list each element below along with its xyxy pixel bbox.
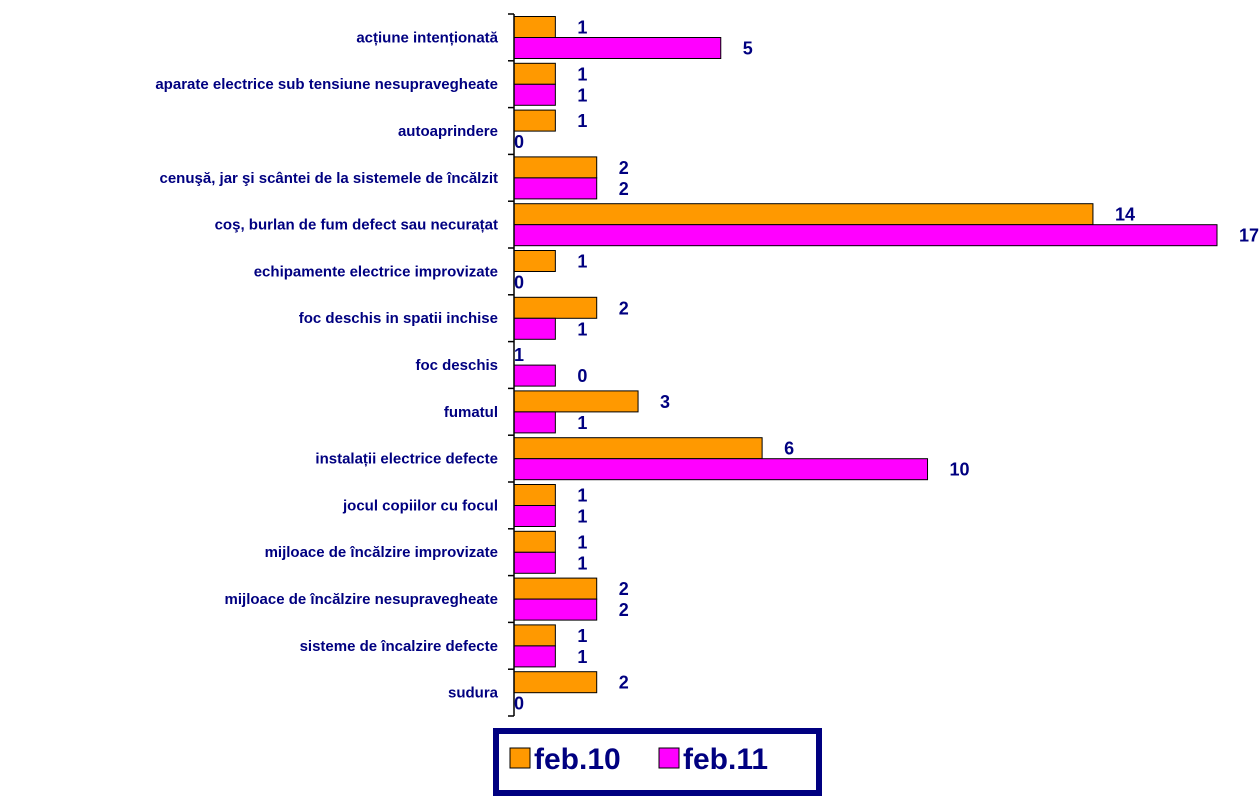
value-label: 1	[577, 252, 587, 272]
category-label: aparate electrice sub tensiune nesuprave…	[155, 76, 498, 93]
bar-feb10	[513, 250, 556, 272]
value-label: 2	[619, 158, 629, 178]
bar-feb11	[513, 551, 556, 574]
category-label: foc deschis in spatii inchise	[299, 310, 498, 327]
category-label: coş, burlan de fum defect sau necurațat	[215, 217, 498, 234]
axis-ticks	[508, 13, 514, 717]
value-label: 2	[619, 579, 629, 599]
value-label: 1	[577, 626, 587, 646]
value-label: 0	[514, 273, 524, 293]
bar-feb11	[513, 83, 556, 106]
value-label: 14	[1115, 205, 1135, 225]
category-label: mijloace de încălzire nesupravegheate	[225, 591, 498, 608]
value-label: 5	[743, 39, 753, 59]
category-labels: acțiune intenționată aparate electrice su…	[155, 29, 498, 701]
bar-feb10	[513, 156, 598, 179]
bar-feb11	[513, 317, 556, 340]
bar-feb10	[513, 484, 556, 506]
bar-feb11	[513, 598, 598, 621]
category-label: foc deschis	[415, 357, 498, 374]
bar-feb11	[513, 505, 556, 527]
value-label: 1	[577, 18, 587, 38]
bar-feb10	[513, 577, 598, 600]
legend-box	[493, 728, 822, 796]
bar-feb11	[513, 458, 929, 481]
value-label: 0	[577, 366, 587, 386]
bar-feb11	[513, 411, 556, 434]
value-label: 1	[577, 507, 587, 527]
bar-feb11	[513, 224, 1218, 247]
bar-feb10	[513, 624, 556, 647]
legend-swatch-feb11	[658, 747, 680, 769]
value-label: 2	[619, 179, 629, 199]
category-label: mijloace de încălzire improvizate	[265, 544, 498, 561]
value-label: 0	[514, 132, 524, 152]
legend-swatch-feb10	[509, 747, 531, 769]
bar-feb10	[513, 437, 763, 460]
category-label: acțiune intenționată	[356, 29, 498, 46]
value-label: 2	[619, 298, 629, 318]
category-label: sudura	[448, 685, 499, 702]
value-label: 0	[514, 694, 524, 714]
value-label: 1	[577, 85, 587, 105]
bar-feb11	[513, 177, 598, 200]
bar-feb11	[513, 645, 556, 668]
bar-feb10	[513, 203, 1094, 226]
value-label: 10	[950, 460, 970, 480]
bar-feb10	[513, 62, 556, 85]
bar-feb10	[513, 671, 598, 694]
value-label: 1	[577, 553, 587, 573]
value-label: 1	[577, 486, 587, 506]
value-label: 1	[514, 345, 524, 365]
value-label: 1	[577, 111, 587, 131]
bar-feb11	[513, 364, 556, 387]
category-label: instalații electrice defecte	[315, 451, 498, 468]
value-label: 1	[577, 532, 587, 552]
category-label: echipamente electrice improvizate	[254, 263, 498, 280]
bar-feb10	[513, 390, 639, 413]
value-label: 3	[660, 392, 670, 412]
bar-feb10	[513, 530, 556, 553]
legend-label-feb10: feb.10	[534, 743, 621, 776]
value-label: 6	[784, 439, 794, 459]
legend-label-feb11: feb.11	[683, 743, 768, 776]
value-label: 2	[619, 673, 629, 693]
legend: feb.10 feb.11	[493, 728, 822, 796]
category-label: jocul copiilor cu focul	[342, 497, 498, 514]
category-label: cenuşă, jar şi scântei de la sistemele d…	[160, 170, 499, 187]
bar-feb10	[513, 296, 598, 319]
value-label: 1	[577, 647, 587, 667]
value-label: 1	[577, 64, 587, 84]
bar-feb11	[513, 37, 722, 59]
category-label: autoaprindere	[398, 123, 498, 140]
bar-feb10	[513, 16, 556, 38]
value-label: 1	[577, 319, 587, 339]
category-label: sisteme de încalzire defecte	[300, 638, 498, 655]
value-label: 1	[577, 413, 587, 433]
value-label: 2	[619, 600, 629, 620]
bar-feb10	[513, 109, 556, 132]
category-label: fumatul	[444, 404, 498, 421]
value-label: 17	[1239, 226, 1259, 246]
